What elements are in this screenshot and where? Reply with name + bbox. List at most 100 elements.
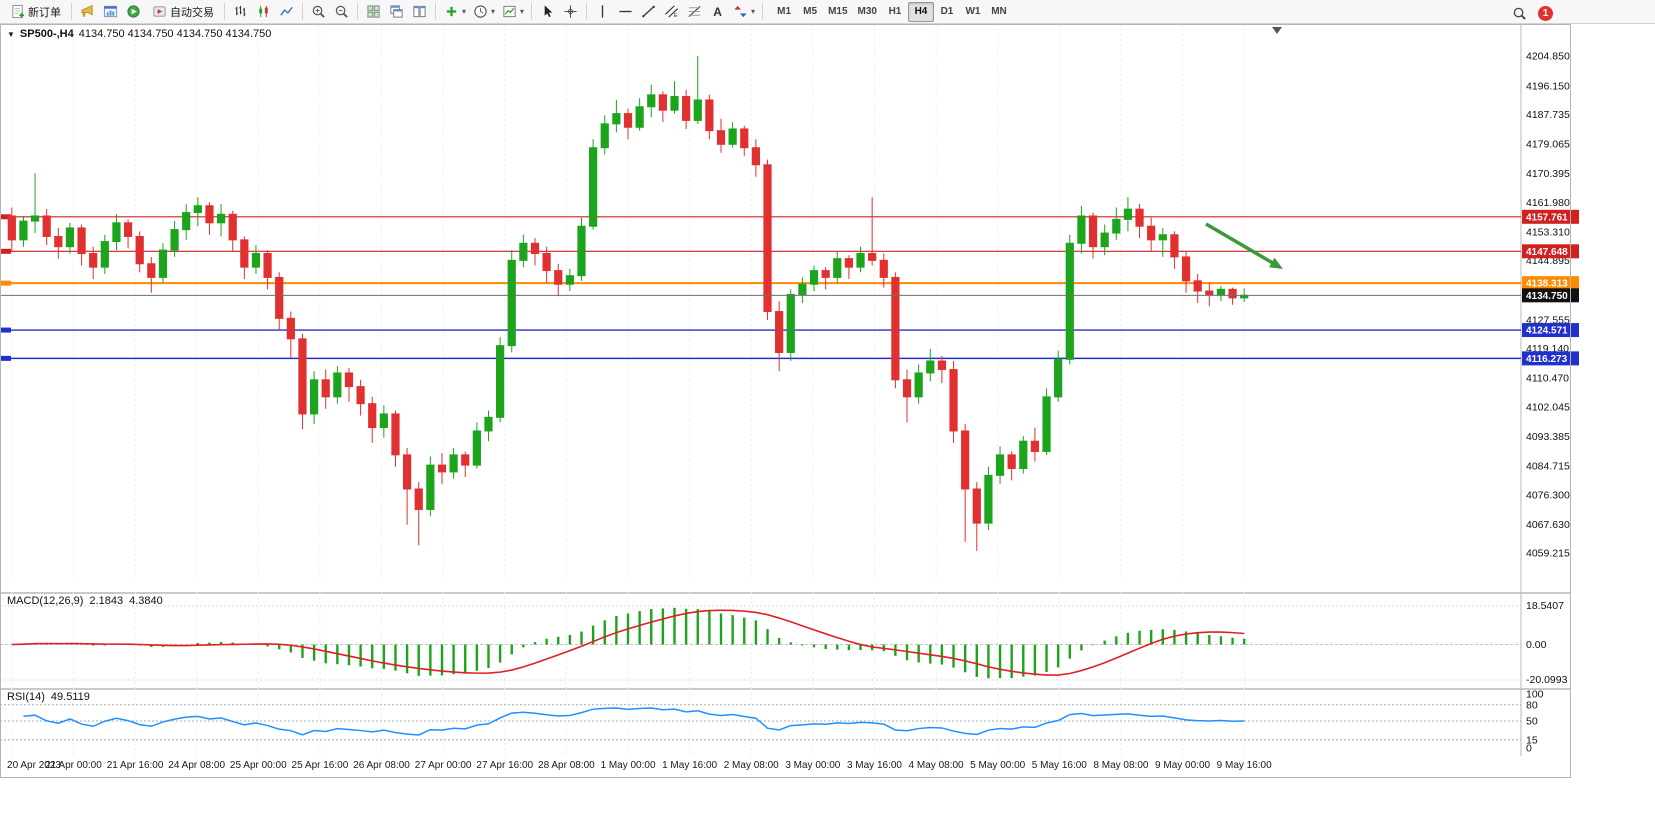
line-chart-icon: [279, 4, 295, 20]
tile-vertical-button[interactable]: [408, 1, 431, 22]
svg-text:4204.850: 4204.850: [1526, 51, 1570, 63]
timeframe-m30-button[interactable]: M30: [853, 2, 882, 22]
search-button[interactable]: [1508, 3, 1531, 24]
svg-text:0.00: 0.00: [1526, 639, 1547, 651]
text-tool-button[interactable]: A: [706, 1, 729, 22]
time-label: 1 May 00:00: [600, 760, 656, 771]
search-icon: [1512, 6, 1528, 22]
timeframe-w1-button[interactable]: W1: [960, 2, 986, 22]
svg-text:E: E: [674, 13, 678, 19]
horizontal-line-icon: [618, 4, 634, 20]
time-label: 27 Apr 00:00: [414, 760, 472, 771]
time-label: 21 Apr 16:00: [106, 760, 164, 771]
svg-text:4110.470: 4110.470: [1526, 373, 1569, 385]
time-label: 26 Apr 08:00: [353, 760, 410, 771]
arrows-tool-icon: [732, 4, 748, 20]
timeframe-h4-button[interactable]: H4: [907, 1, 934, 22]
svg-text:4124.571: 4124.571: [1526, 326, 1568, 337]
main-chart-panel[interactable]: 4204.850 4196.150 4187.735 4179.065 4170.395…: [0, 24, 1655, 592]
cascade-windows-button[interactable]: [385, 1, 408, 22]
vertical-line-button[interactable]: [591, 1, 614, 22]
time-label: 2 May 08:00: [723, 760, 779, 771]
time-label: 20 Apr 2023: [7, 760, 61, 771]
data-window-button[interactable]: [99, 1, 122, 22]
toolbar: 新订单 自动交易: [0, 0, 1655, 24]
timeframe-m15-button[interactable]: M15: [823, 2, 852, 22]
vertical-line-icon: [595, 4, 611, 20]
equidistant-channel-button[interactable]: E: [660, 1, 683, 22]
svg-text:4138.313: 4138.313: [1526, 279, 1568, 290]
templates-button[interactable]: ▾: [498, 1, 527, 22]
candlestick-icon: [256, 4, 272, 20]
text-tool-icon: A: [713, 4, 722, 19]
rsi-label: RSI(14) 49.5119: [7, 691, 90, 703]
tile-windows-button[interactable]: [362, 1, 385, 22]
svg-text:4134.750: 4134.750: [1526, 291, 1568, 302]
macd-label: MACD(12,26,9) 2.1843 4.3840: [7, 595, 163, 607]
time-label: 5 May 16:00: [1031, 760, 1087, 771]
time-label: 25 Apr 00:00: [229, 760, 287, 771]
svg-text:4093.385: 4093.385: [1526, 431, 1570, 443]
price-axis[interactable]: 4204.850 4196.150 4187.735 4179.065 4170.395…: [1522, 51, 1579, 560]
macd-panel[interactable]: 18.5407 0.00 -20.0993: [0, 592, 1655, 688]
chevron-down-icon: ▾: [751, 6, 756, 16]
timeframe-mn-button[interactable]: MN: [986, 2, 1012, 22]
svg-text:0: 0: [1526, 743, 1532, 755]
svg-text:15: 15: [1526, 734, 1538, 746]
strategy-tester-button[interactable]: [122, 1, 145, 22]
time-axis[interactable]: 20 Apr 2023 21 Apr 00:00 21 Apr 16:00 24 Ap…: [0, 756, 1571, 778]
timeframe-h1-button[interactable]: H1: [882, 2, 908, 22]
megaphone-icon: [80, 4, 96, 20]
svg-text:4170.395: 4170.395: [1526, 168, 1570, 180]
chevron-down-icon: ▾: [462, 6, 467, 16]
tile-vertical-icon: [412, 4, 428, 20]
svg-text:100: 100: [1526, 689, 1544, 701]
panel-divider[interactable]: [0, 688, 1571, 690]
trendline-icon: [641, 4, 657, 20]
one-click-trading-icon[interactable]: ▼: [7, 29, 15, 39]
market-news-button[interactable]: [76, 1, 99, 22]
svg-text:4102.045: 4102.045: [1526, 401, 1570, 413]
crosshair-button[interactable]: [559, 1, 582, 22]
new-order-label: 新订单: [28, 6, 61, 19]
candlestick-chart-button[interactable]: [252, 1, 275, 22]
timeframe-m5-button[interactable]: M5: [797, 2, 823, 22]
autotrading-button[interactable]: 自动交易: [145, 1, 220, 22]
cursor-icon: [540, 4, 556, 20]
svg-text:4076.300: 4076.300: [1526, 489, 1570, 501]
notification-badge[interactable]: 1: [1538, 6, 1553, 21]
timeframe-m1-button[interactable]: M1: [771, 2, 797, 22]
toolbar-separator: [586, 3, 588, 20]
timeframe-d1-button[interactable]: D1: [934, 2, 960, 22]
toolbar-separator: [762, 3, 764, 20]
trendline-button[interactable]: [637, 1, 660, 22]
add-indicator-button[interactable]: ▾: [440, 1, 469, 22]
chart-shift-marker[interactable]: [1272, 27, 1282, 34]
arrows-tool-button[interactable]: ▾: [729, 1, 758, 22]
horizontal-lines-layer[interactable]: [0, 214, 1521, 361]
zoom-out-button[interactable]: [330, 1, 353, 22]
macd-grid: [11, 592, 1245, 688]
clock-icon: [472, 4, 488, 20]
time-label: 21 Apr 00:00: [45, 760, 102, 771]
svg-text:50: 50: [1526, 716, 1538, 728]
fibonacci-button[interactable]: [683, 1, 706, 22]
macd-signal-line: [11, 609, 1245, 676]
cursor-button[interactable]: [536, 1, 559, 22]
horizontal-line-button[interactable]: [614, 1, 637, 22]
bar-chart-button[interactable]: [229, 1, 252, 22]
zoom-in-button[interactable]: [307, 1, 330, 22]
new-order-icon: [9, 4, 25, 20]
trend-arrow-annotation[interactable]: [1205, 222, 1283, 269]
rsi-line: [23, 707, 1245, 736]
time-label: 24 Apr 08:00: [168, 760, 226, 771]
chart-window-icon: [103, 4, 119, 20]
periods-button[interactable]: ▾: [469, 1, 498, 22]
new-order-button[interactable]: 新订单: [3, 1, 67, 22]
line-chart-button[interactable]: [275, 1, 298, 22]
panel-divider[interactable]: [0, 592, 1571, 594]
time-label: 9 May 16:00: [1216, 760, 1272, 771]
zoom-in-icon: [311, 4, 327, 20]
time-label: 8 May 08:00: [1093, 760, 1149, 771]
